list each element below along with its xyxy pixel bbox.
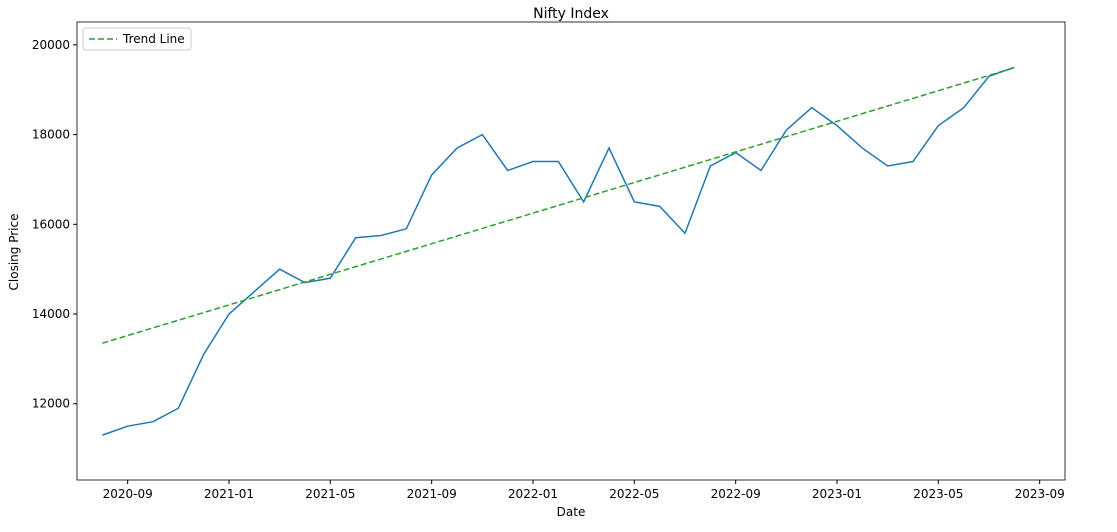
- y-tick-label: 16000: [32, 217, 70, 231]
- x-tick-label: 2020-09: [103, 487, 153, 501]
- chart-title: Nifty Index: [533, 6, 609, 22]
- legend-box: [82, 27, 192, 51]
- x-tick-label: 2023-09: [1015, 487, 1065, 501]
- x-tick-label: 2022-01: [508, 487, 558, 501]
- y-tick-label: 14000: [32, 307, 70, 321]
- legend-label: Trend Line: [122, 32, 185, 46]
- x-tick-label: 2021-05: [305, 487, 355, 501]
- x-tick-label: 2022-05: [609, 487, 659, 501]
- y-tick-label: 18000: [32, 128, 70, 142]
- plot-frame: [76, 21, 1066, 481]
- y-tick-label: 20000: [32, 38, 70, 52]
- line-series: [102, 67, 1015, 344]
- x-axis-label: Date: [557, 505, 586, 519]
- x-tick-label: 2023-05: [913, 487, 963, 501]
- line-series: [102, 66, 1015, 436]
- x-tick-label: 2021-01: [204, 487, 254, 501]
- x-tick-label: 2022-09: [711, 487, 761, 501]
- y-tick-label: 12000: [32, 397, 70, 411]
- x-tick-label: 2023-01: [812, 487, 862, 501]
- y-axis-label: Closing Price: [7, 214, 21, 291]
- x-tick-label: 2021-09: [407, 487, 457, 501]
